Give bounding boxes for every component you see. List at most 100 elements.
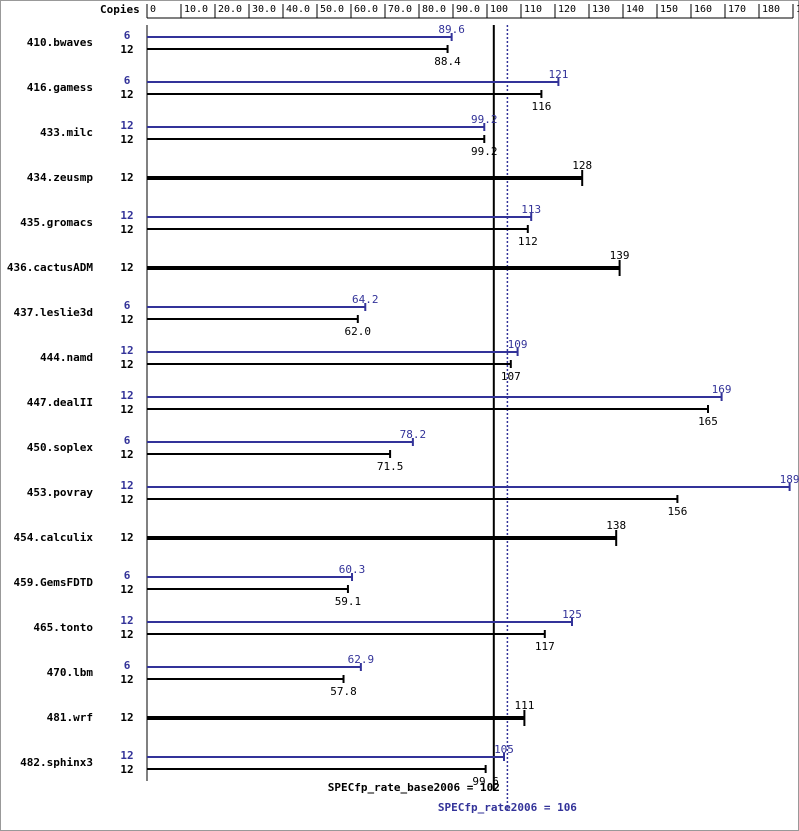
copies-label: 6 (124, 29, 131, 42)
copies-label: 12 (120, 261, 133, 274)
x-tick-label: 160 (694, 4, 712, 15)
x-tick-label: 100 (490, 4, 508, 15)
copies-label: 12 (120, 614, 133, 627)
copies-label: 12 (120, 583, 133, 596)
benchmark-label: 481.wrf (47, 711, 93, 724)
copies-label: 12 (120, 171, 133, 184)
x-tick-label: 80.0 (422, 4, 446, 15)
benchmark-label: 416.gamess (27, 81, 93, 94)
benchmark-label: 434.zeusmp (27, 171, 94, 184)
value-label: 99.2 (471, 145, 498, 158)
value-label: 156 (667, 505, 687, 518)
benchmark-label: 410.bwaves (27, 36, 93, 49)
benchmark-label: 470.lbm (47, 666, 94, 679)
benchmark-label: 459.GemsFDTD (14, 576, 94, 589)
benchmark-label: 453.povray (27, 486, 94, 499)
value-label: 64.2 (352, 293, 379, 306)
x-tick-label: 120 (558, 4, 576, 15)
value-label: 57.8 (330, 685, 357, 698)
benchmark-label: 436.cactusADM (7, 261, 93, 274)
copies-label: 12 (120, 344, 133, 357)
benchmark-label: 444.namd (40, 351, 93, 364)
copies-label: 12 (120, 389, 133, 402)
copies-label: 6 (124, 299, 131, 312)
x-tick-label: 40.0 (286, 4, 310, 15)
copies-label: 12 (120, 673, 133, 686)
benchmark-label: 447.dealII (27, 396, 93, 409)
x-tick-label: 150 (660, 4, 678, 15)
value-label: 105 (494, 743, 514, 756)
copies-label: 6 (124, 434, 131, 447)
value-label: 116 (531, 100, 551, 113)
copies-label: 12 (120, 493, 133, 506)
value-label: 60.3 (339, 563, 366, 576)
benchmark-label: 433.milc (40, 126, 93, 139)
x-tick-label: 60.0 (354, 4, 378, 15)
value-label: 59.1 (335, 595, 362, 608)
x-tick-label: 170 (728, 4, 746, 15)
value-label: 109 (508, 338, 528, 351)
copies-label: 12 (120, 448, 133, 461)
value-label: 111 (514, 699, 534, 712)
benchmark-label: 450.soplex (27, 441, 94, 454)
x-tick-label: 110 (524, 4, 542, 15)
benchmark-label: 454.calculix (14, 531, 94, 544)
copies-label: 12 (120, 403, 133, 416)
value-label: 125 (562, 608, 582, 621)
copies-label: 12 (120, 711, 133, 724)
copies-label: 12 (120, 209, 133, 222)
value-label: 121 (548, 68, 568, 81)
value-label: 89.6 (438, 23, 465, 36)
copies-label: 12 (120, 223, 133, 236)
benchmark-label: 465.tonto (33, 621, 93, 634)
value-label: 128 (572, 159, 592, 172)
value-label: 117 (535, 640, 555, 653)
value-label: 78.2 (400, 428, 427, 441)
copies-label: 12 (120, 119, 133, 132)
x-tick-label: 90.0 (456, 4, 480, 15)
value-label: 113 (521, 203, 541, 216)
x-tick-label: 20.0 (218, 4, 242, 15)
copies-label: 12 (120, 628, 133, 641)
value-label: 165 (698, 415, 718, 428)
copies-label: 12 (120, 88, 133, 101)
copies-label: 6 (124, 569, 131, 582)
benchmark-label: 482.sphinx3 (20, 756, 93, 769)
value-label: 189 (780, 473, 799, 486)
copies-label: 12 (120, 479, 133, 492)
value-label: 139 (610, 249, 630, 262)
x-tick-label: 50.0 (320, 4, 344, 15)
x-tick-label: 70.0 (388, 4, 412, 15)
value-label: 99.6 (472, 775, 499, 788)
x-tick-label: 0 (150, 4, 156, 15)
value-label: 62.0 (345, 325, 372, 338)
reference-label: SPECfp_rate2006 = 106 (438, 801, 577, 814)
value-label: 138 (606, 519, 626, 532)
copies-header: Copies (100, 3, 140, 16)
value-label: 169 (712, 383, 732, 396)
copies-label: 12 (120, 749, 133, 762)
x-tick-label: 130 (592, 4, 610, 15)
copies-label: 12 (120, 763, 133, 776)
benchmark-label: 437.leslie3d (14, 306, 93, 319)
reference-label: SPECfp_rate_base2006 = 102 (328, 781, 500, 794)
copies-label: 6 (124, 74, 131, 87)
copies-label: 12 (120, 531, 133, 544)
benchmark-label: 435.gromacs (20, 216, 93, 229)
copies-label: 12 (120, 43, 133, 56)
x-tick-label: 190 (796, 4, 799, 15)
value-label: 71.5 (377, 460, 404, 473)
copies-label: 6 (124, 659, 131, 672)
value-label: 112 (518, 235, 538, 248)
value-label: 62.9 (348, 653, 375, 666)
x-tick-label: 30.0 (252, 4, 276, 15)
x-tick-label: 180 (762, 4, 780, 15)
x-tick-label: 10.0 (184, 4, 208, 15)
value-label: 88.4 (434, 55, 461, 68)
copies-label: 12 (120, 358, 133, 371)
value-label: 99.2 (471, 113, 498, 126)
copies-label: 12 (120, 133, 133, 146)
x-tick-label: 140 (626, 4, 644, 15)
